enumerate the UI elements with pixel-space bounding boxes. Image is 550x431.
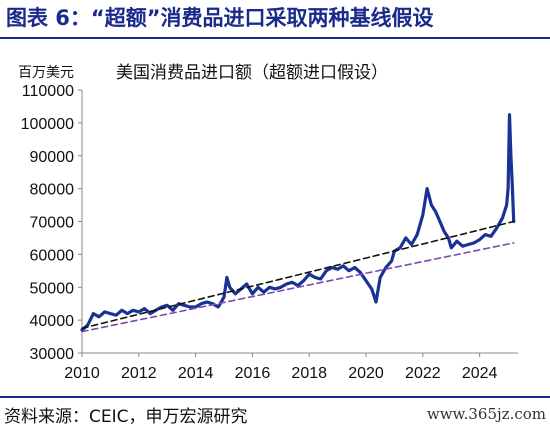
x-tick-label: 2020 (348, 365, 384, 382)
x-tick-label: 2014 (178, 365, 214, 382)
footer-divider (0, 396, 550, 398)
y-tick-label: 40000 (30, 313, 75, 330)
y-tick-label: 50000 (30, 280, 75, 297)
x-tick-label: 2022 (405, 365, 441, 382)
x-axis: 2010 2012 2014 2016 2018 2020 2022 2024 (64, 352, 518, 382)
series-line-imports (80, 113, 516, 332)
y-tick-label: 100000 (21, 116, 74, 133)
y-tick-label: 80000 (30, 182, 75, 199)
figure-title: 图表 6：“超额”消费品进口采取两种基线假设 (6, 6, 434, 30)
y-tick-label: 60000 (30, 247, 75, 264)
title-divider (0, 37, 550, 39)
y-tick-label: 110000 (22, 83, 74, 100)
series-line-baseline_linear (81, 220, 515, 330)
y-tick-label: 70000 (30, 215, 75, 232)
y-axis: 30000 40000 50000 60000 70000 80000 90000 10000… (21, 83, 83, 363)
series-layer (80, 113, 516, 333)
watermark: www.365jz.com (426, 405, 546, 423)
y-tick-label: 90000 (30, 149, 75, 166)
x-tick-label: 2024 (462, 365, 498, 382)
y-tick-label: 30000 (30, 346, 75, 363)
x-tick-label: 2016 (235, 365, 271, 382)
series-line-baseline_trend (81, 242, 515, 333)
chart-title: 美国消费品进口额（超额进口假设） (116, 63, 388, 83)
x-tick-label: 2018 (291, 365, 327, 382)
y-unit-label: 百万美元 (18, 65, 74, 81)
x-tick-label: 2010 (64, 365, 100, 382)
source-note: 资料来源：CEIC，申万宏源研究 (4, 407, 248, 427)
x-tick-label: 2012 (121, 365, 157, 382)
